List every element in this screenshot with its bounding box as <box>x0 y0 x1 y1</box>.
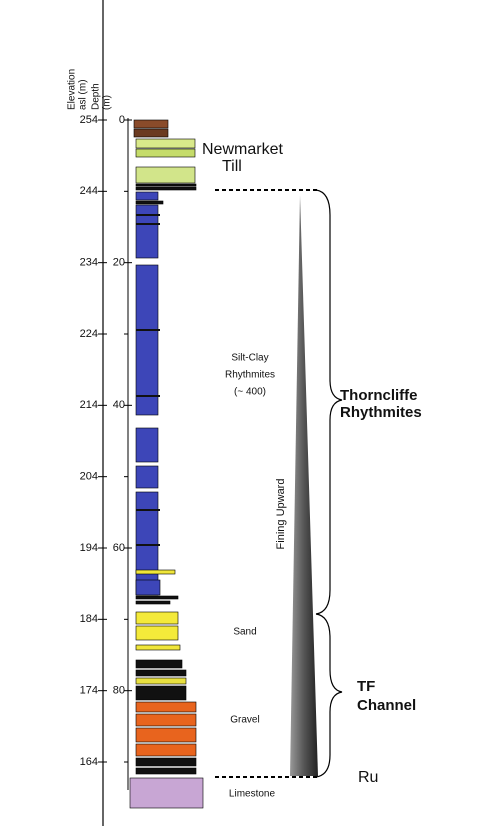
layer <box>135 138 196 149</box>
elevation-tick-label: 234 <box>80 257 98 269</box>
layer <box>135 200 164 205</box>
layer <box>135 677 187 685</box>
column <box>129 119 204 809</box>
unit-label: Thorncliffe <box>340 387 418 404</box>
elevation-header: Elevation asl (m) Depth (m) <box>67 69 113 110</box>
layer <box>135 427 159 463</box>
depth-tick-label: 0 <box>119 114 125 126</box>
layer <box>135 191 159 201</box>
header-line: Depth <box>91 83 102 110</box>
unit-label: Channel <box>357 697 416 714</box>
depth-tick-label: 20 <box>113 257 125 269</box>
layer <box>135 264 159 416</box>
layer <box>133 128 169 138</box>
layer <box>135 767 197 775</box>
layer <box>135 669 187 677</box>
elevation-tick-label: 184 <box>80 613 98 625</box>
layer <box>135 659 183 669</box>
elevation-tick-label: 244 <box>80 185 98 197</box>
unit-label: Newmarket <box>202 141 283 158</box>
unit-label: Till <box>222 158 242 175</box>
lithology-label: Limestone <box>229 789 276 800</box>
layer <box>135 727 197 743</box>
elevation-tick-label: 174 <box>80 685 98 697</box>
layer <box>135 625 179 641</box>
layer <box>135 183 197 187</box>
layer <box>135 644 181 651</box>
fining-wedge <box>290 195 318 776</box>
layer <box>135 595 179 600</box>
layer <box>135 685 187 701</box>
brace <box>315 613 343 778</box>
layer <box>135 743 197 757</box>
header-line: Elevation <box>67 69 78 110</box>
layer <box>135 611 179 625</box>
elevation-tick-label: 224 <box>80 328 98 340</box>
layer <box>135 186 197 191</box>
elevation-tick-label: 194 <box>80 542 98 554</box>
elevation-tick-label: 254 <box>80 114 98 126</box>
lithology-label: Gravel <box>230 715 259 726</box>
layer <box>135 465 159 489</box>
lithology-label: Sand <box>233 627 256 638</box>
depth-tick-label: 40 <box>113 399 125 411</box>
layer <box>135 204 159 259</box>
lithology-label: Rhythmites <box>225 370 275 381</box>
depth-tick-label: 60 <box>113 542 125 554</box>
layer <box>135 148 196 158</box>
unit-label: Rhythmites <box>340 404 422 421</box>
brace <box>315 189 343 615</box>
layer <box>135 579 161 596</box>
layer <box>135 757 197 767</box>
trend-label: Fining Upward <box>275 479 287 550</box>
layer <box>129 777 204 809</box>
elevation-tick-label: 164 <box>80 756 98 768</box>
layer <box>135 713 197 727</box>
header-line: asl (m) <box>78 79 89 110</box>
lithology-label: Silt-Clay <box>231 353 268 364</box>
header-line: (m) <box>102 95 113 110</box>
elevation-tick-label: 204 <box>80 471 98 483</box>
layer <box>135 569 176 575</box>
layer <box>135 491 159 596</box>
depth-tick-label: 80 <box>113 685 125 697</box>
lithology-label: (~ 400) <box>234 387 266 398</box>
layer <box>135 600 171 605</box>
layer <box>135 701 197 713</box>
layer <box>135 166 196 184</box>
unit-label: Ru <box>358 769 378 786</box>
elevation-tick-label: 214 <box>80 399 98 411</box>
unit-label: TF <box>357 678 375 695</box>
layer <box>133 119 169 129</box>
